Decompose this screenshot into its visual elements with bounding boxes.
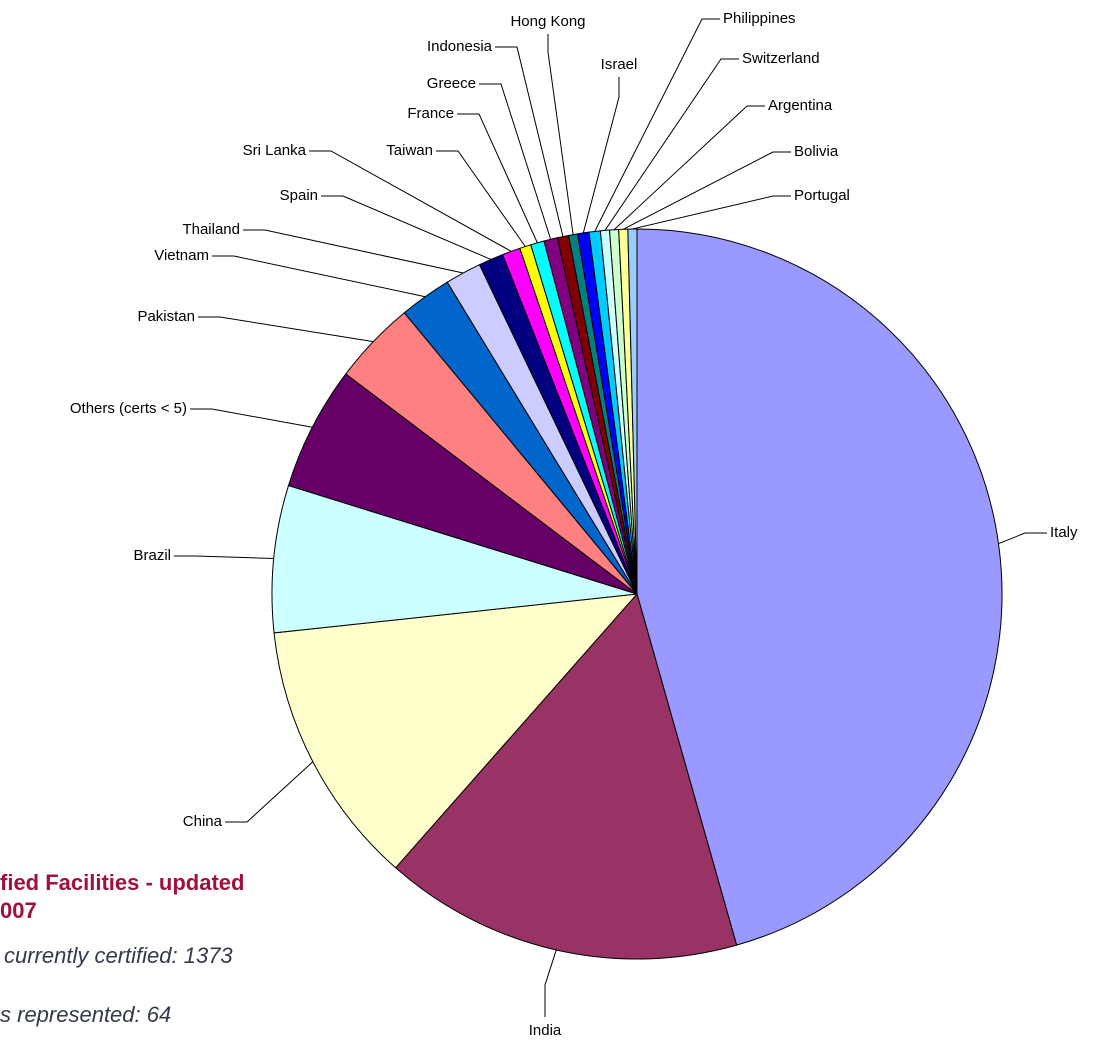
leader-line [243, 229, 464, 274]
slice-label: France [407, 105, 454, 122]
slice-label: Philippines [723, 10, 796, 27]
leader-line [190, 408, 313, 428]
slice-label: Others (certs < 5) [70, 400, 187, 417]
leader-line [604, 58, 739, 231]
slice-label: Thailand [182, 221, 240, 238]
leader-line [321, 195, 492, 260]
leader-line [309, 150, 512, 252]
note-text: currently certified: 1373 [4, 943, 233, 968]
slice-label: Italy [1050, 524, 1078, 541]
pie-slice [273, 593, 639, 869]
slice-label: Hong Kong [510, 13, 585, 30]
slice-label: China [183, 813, 223, 830]
slice-label: Spain [280, 187, 318, 204]
leader-line [436, 150, 526, 247]
leader-line [547, 34, 574, 235]
slice-label: Israel [601, 56, 638, 73]
slice-label: Vietnam [154, 247, 209, 264]
leader-line [632, 195, 791, 230]
leader-line [212, 255, 426, 298]
note-title: fied Facilities - updated [0, 870, 244, 895]
leader-line [198, 316, 374, 343]
leader-line [998, 532, 1047, 545]
slice-label: Brazil [133, 547, 171, 564]
pie-slice [394, 592, 738, 960]
pie-slice [636, 228, 1003, 946]
slice-label: Greece [427, 75, 476, 92]
slice-label: Bolivia [794, 143, 839, 160]
note-text: s represented: 64 [0, 1002, 171, 1027]
slice-label: Sri Lanka [243, 142, 307, 159]
leader-line [544, 949, 557, 1017]
leader-line [479, 83, 552, 240]
leader-line [457, 113, 538, 244]
leader-line [495, 46, 564, 237]
slice-label: Portugal [794, 187, 850, 204]
leader-line [174, 555, 274, 560]
slice-label: Switzerland [742, 50, 820, 67]
leader-line [582, 77, 620, 234]
leader-line [613, 105, 765, 231]
leader-line [594, 18, 720, 232]
leader-line [623, 151, 791, 230]
slice-label: Indonesia [427, 38, 493, 55]
slice-label: Taiwan [386, 142, 433, 159]
slice-label: Argentina [768, 97, 833, 114]
slice-label: Pakistan [137, 308, 195, 325]
leader-line [225, 761, 314, 823]
slice-label: India [529, 1022, 562, 1039]
note-title: 007 [0, 898, 37, 923]
